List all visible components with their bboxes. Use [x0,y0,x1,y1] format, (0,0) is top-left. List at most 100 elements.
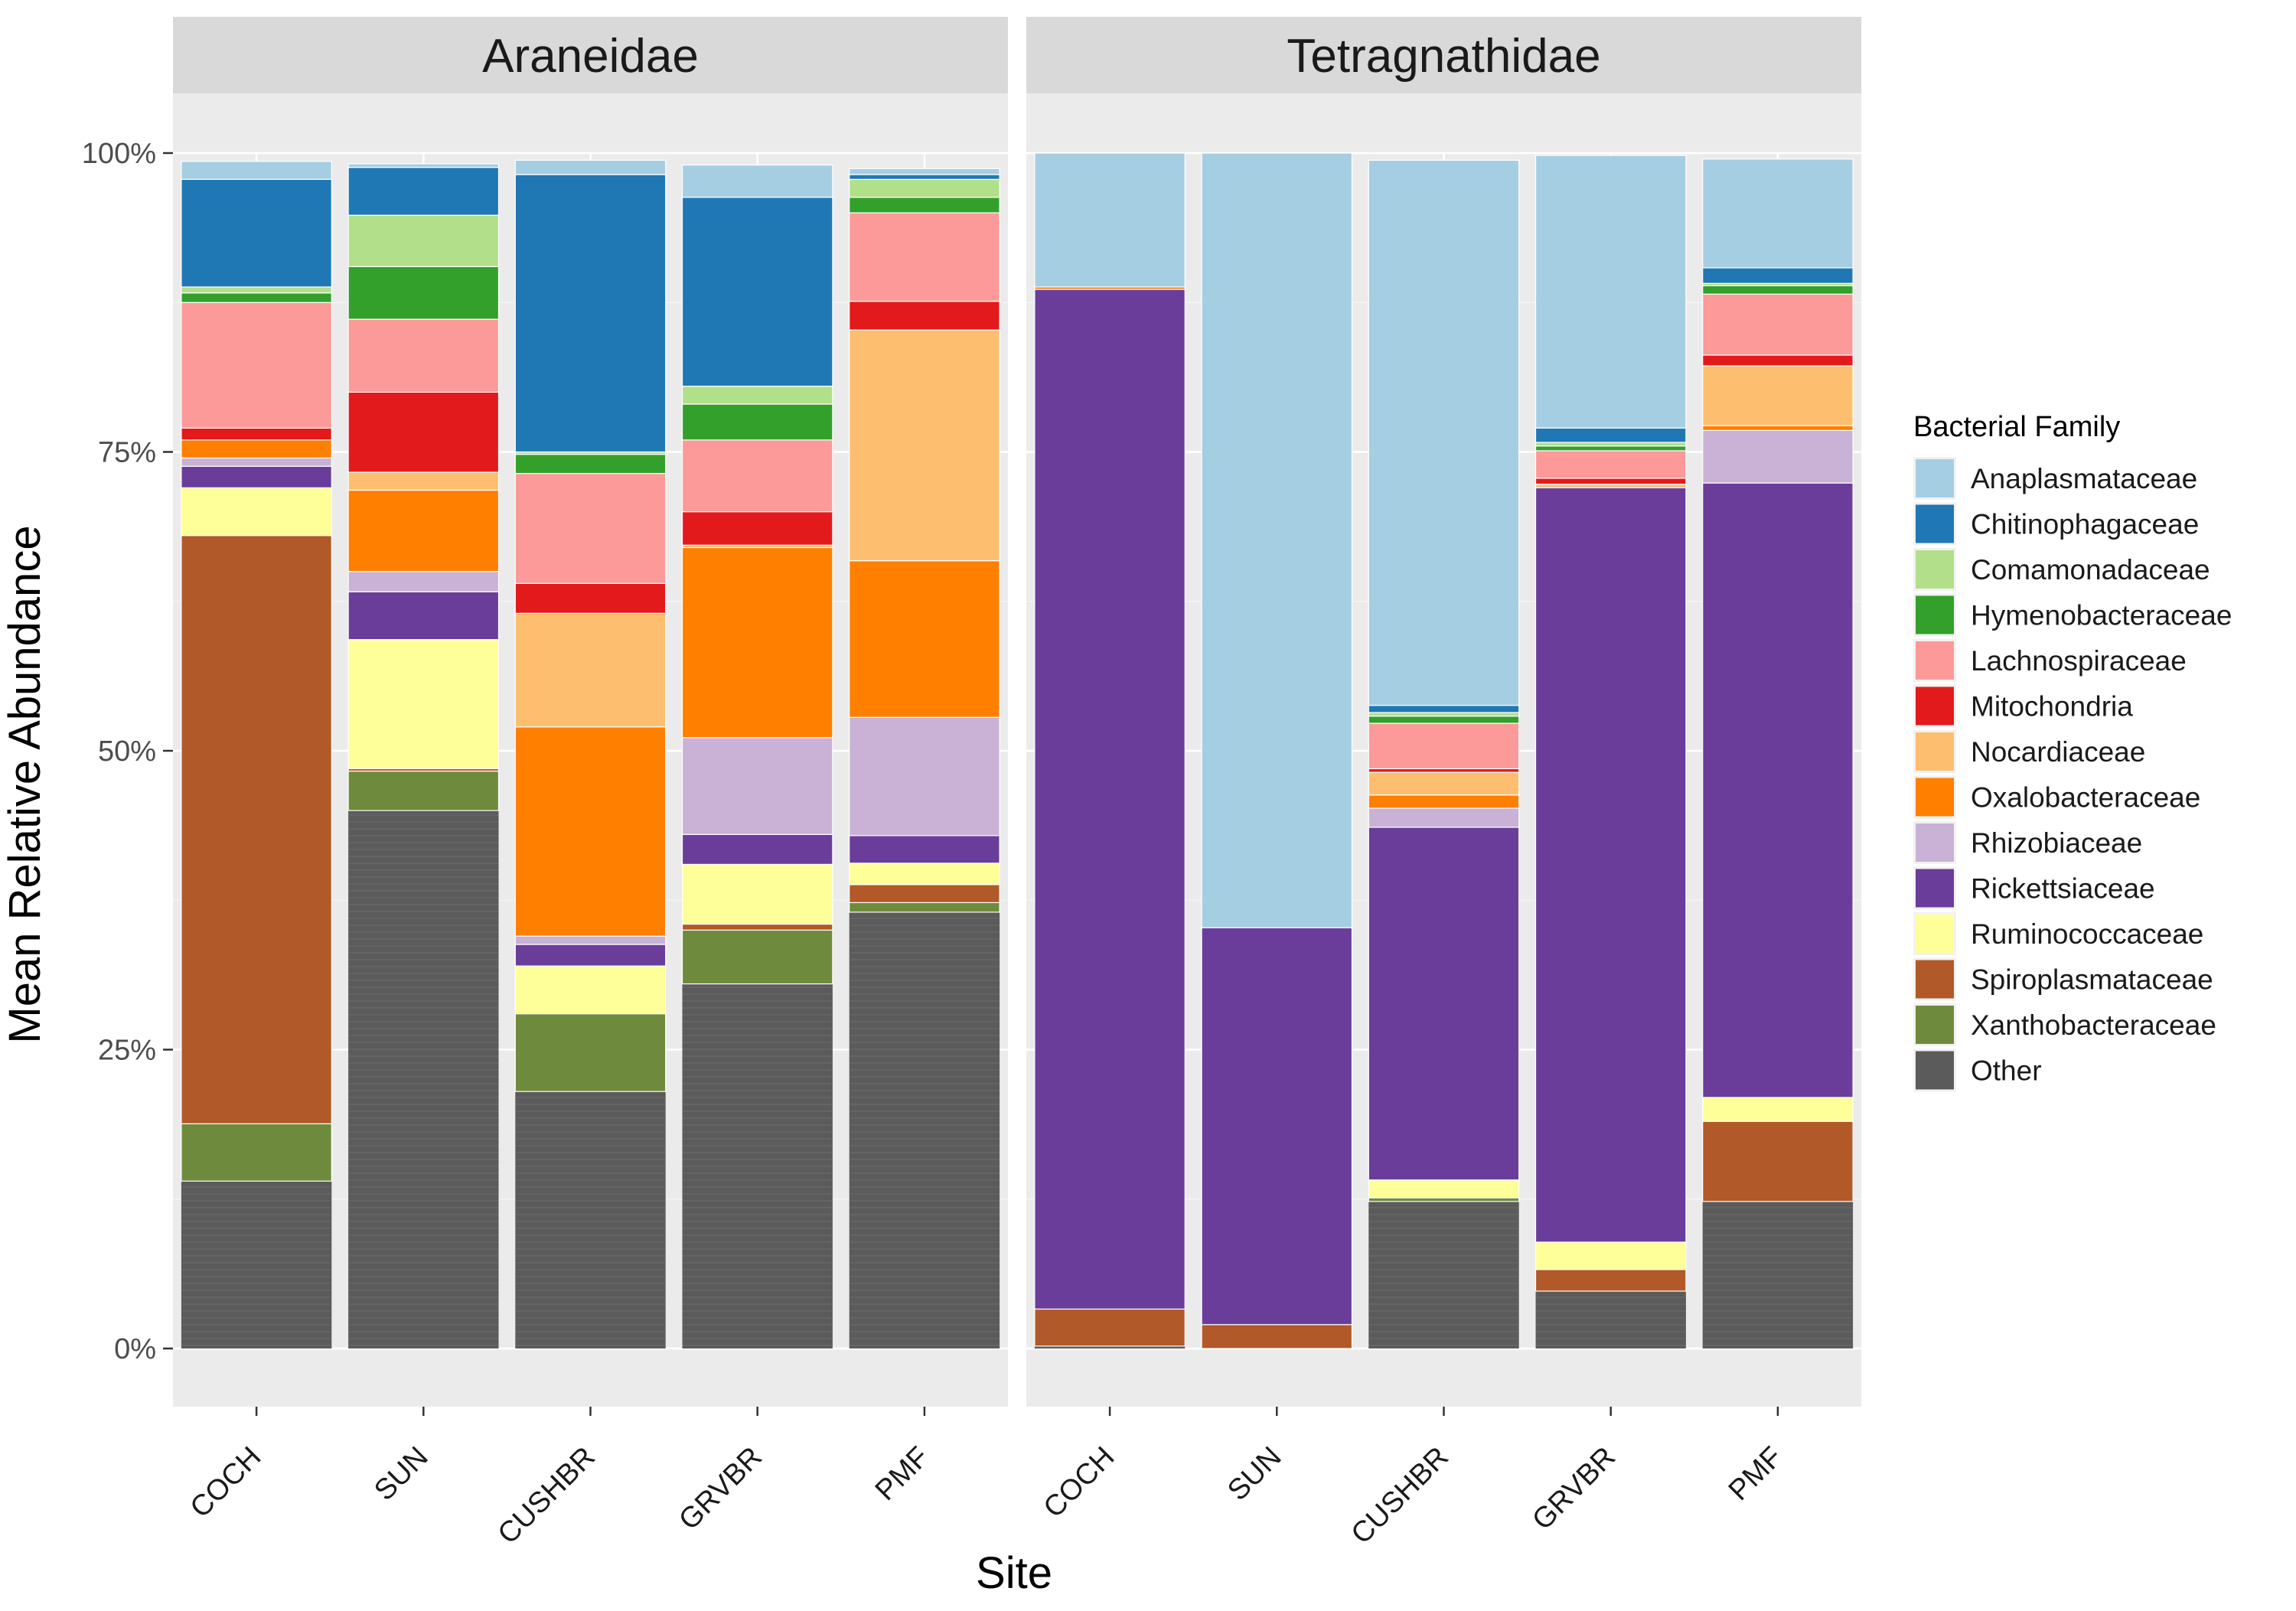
bar-segment-rickettsiaceae [1368,827,1520,1181]
bar-segment-oxalobacteraceae [181,439,332,458]
bar-segment-ruminococcaceae [681,863,833,925]
legend-label: Hymenobacteraceae [1971,600,2232,631]
bar-segment-lachnospiraceae [347,318,500,393]
facet-strip [173,17,1008,93]
bar-segment-spiroplasmataceae [849,884,1000,903]
bar-segment-ruminococcaceae [1534,1241,1687,1270]
bar-segment-anaplasmataceae [681,165,833,198]
bar-segment-hymenobacteraceae [849,197,1000,214]
bar-segment-mitochondria [849,301,1000,331]
bar-segment-ruminococcaceae [514,965,667,1015]
legend: Bacterial Family Anaplasmataceae Chitinoph… [1913,411,2232,1092]
legend-key-swatch [1916,915,1954,953]
bar-segment-nocardiaceae [514,612,667,728]
bar-segment-other [181,1181,332,1348]
bar-segment-mitochondria [1534,478,1687,485]
legend-label: Rickettsiaceae [1971,873,2155,905]
bar-segment-anaplasmataceae [347,163,500,168]
bar-segment-hymenobacteraceae [681,403,833,441]
bar-segment-anaplasmataceae [1201,152,1353,928]
bar-segment-ruminococcaceae [1368,1179,1520,1198]
bar-segment-rhizobiaceae [849,716,1000,836]
legend-key-swatch [1916,595,1954,634]
bar-segment-oxalobacteraceae [1368,794,1520,809]
y-axis-title: Mean Relative Abundance [0,525,50,1043]
y-tick-label: 0% [114,1333,156,1365]
legend-item-rickettsiaceae: Rickettsiaceae [1913,866,2155,910]
legend-key-swatch [1916,1051,1954,1090]
legend-item-mitochondria: Mitochondria [1913,684,2133,728]
legend-item-xanthobacteraceae: Xanthobacteraceae [1913,1003,2216,1046]
legend-key-swatch [1916,778,1954,817]
bar-segment-ruminococcaceae [1702,1097,1854,1122]
bar-segment-chitinophagaceae [514,174,667,453]
bar-segment-ruminococcaceae [181,487,332,536]
bar-segment-comamonadaceae [1534,442,1687,447]
bar-segment-oxalobacteraceae [514,726,667,937]
bar-segment-rhizobiaceae [681,737,833,835]
legend-label: Nocardiaceae [1971,736,2145,768]
legend-title: Bacterial Family [1913,411,2120,443]
legend-item-spiroplasmataceae: Spiroplasmataceae [1913,957,2213,1001]
legend-key-swatch [1916,732,1954,771]
bar-segment-nocardiaceae [347,471,500,491]
bar-segment-rhizobiaceae [1702,429,1854,484]
legend-item-chitinophagaceae: Chitinophagaceae [1913,502,2199,546]
bar-segment-other [1034,1345,1186,1348]
bar-segment-hymenobacteraceae [1368,716,1520,724]
bar-segment-lachnospiraceae [181,302,332,429]
bar-segment-comamonadaceae [181,286,332,294]
bar-segment-rickettsiaceae [681,833,833,865]
y-tick-label: 75% [98,437,156,469]
bar-segment-comamonadaceae [347,214,500,267]
legend-item-rhizobiaceae: Rhizobiaceae [1913,821,2142,864]
legend-key-swatch [1916,641,1954,680]
bar-segment-rickettsiaceae [1534,487,1687,1243]
legend-key-swatch [1916,459,1954,497]
facet-strip-label: Tetragnathidae [1287,30,1600,83]
bar-segment-rhizobiaceae [181,457,332,467]
y-tick-label: 50% [98,735,156,768]
bar-segment-rhizobiaceae [514,935,667,945]
bar-segment-nocardiaceae [849,329,1000,562]
bar-segment-rhizobiaceae [347,571,500,592]
legend-item-hymenobacteraceae: Hymenobacteraceae [1913,593,2232,637]
legend-item-nocardiaceae: Nocardiaceae [1913,730,2145,773]
bar-segment-hymenobacteraceae [347,266,500,320]
bar-segment-xanthobacteraceae [181,1123,332,1182]
bar-segment-mitochondria [1702,354,1854,367]
bar-segment-comamonadaceae [849,178,1000,198]
bar-segment-other [348,810,499,1348]
legend-key-swatch [1916,550,1954,589]
legend-key-swatch [1916,686,1954,726]
bar-segment-xanthobacteraceae [681,929,833,985]
bar-segment-spiroplasmataceae [1534,1269,1687,1292]
bar-segment-oxalobacteraceae [1702,425,1854,431]
bar-segment-other [1368,1201,1519,1348]
bar-segment-oxalobacteraceae [681,546,833,739]
legend-label: Anaplasmataceae [1971,463,2197,494]
bar-segment-rickettsiaceae [514,944,667,967]
bar-segment-anaplasmataceae [181,161,332,180]
legend-label: Chitinophagaceae [1971,509,2199,540]
bar-segment-spiroplasmataceae [181,535,332,1124]
bar-segment-spiroplasmataceae [1034,1308,1186,1347]
legend-key-swatch [1916,504,1954,543]
bar-segment-lachnospiraceae [1368,722,1520,770]
legend-label: Comamonadaceae [1971,554,2210,585]
bar-segment-lachnospiraceae [849,212,1000,302]
bar-segment-xanthobacteraceae [849,902,1000,913]
bar-segment-anaplasmataceae [1534,155,1687,429]
legend-item-oxalobacteraceae: Oxalobacteraceae [1913,775,2200,819]
bar-segment-chitinophagaceae [1702,267,1854,284]
legend-item-lachnospiraceae: Lachnospiraceae [1913,639,2187,682]
bar-segment-nocardiaceae [1702,365,1854,426]
bar-segment-hymenobacteraceae [1702,285,1854,295]
bar-segment-comamonadaceae [681,385,833,405]
bar-segment-ruminococcaceae [347,639,500,770]
bar-segment-chitinophagaceae [1534,427,1687,443]
legend-key-swatch [1916,869,1954,908]
